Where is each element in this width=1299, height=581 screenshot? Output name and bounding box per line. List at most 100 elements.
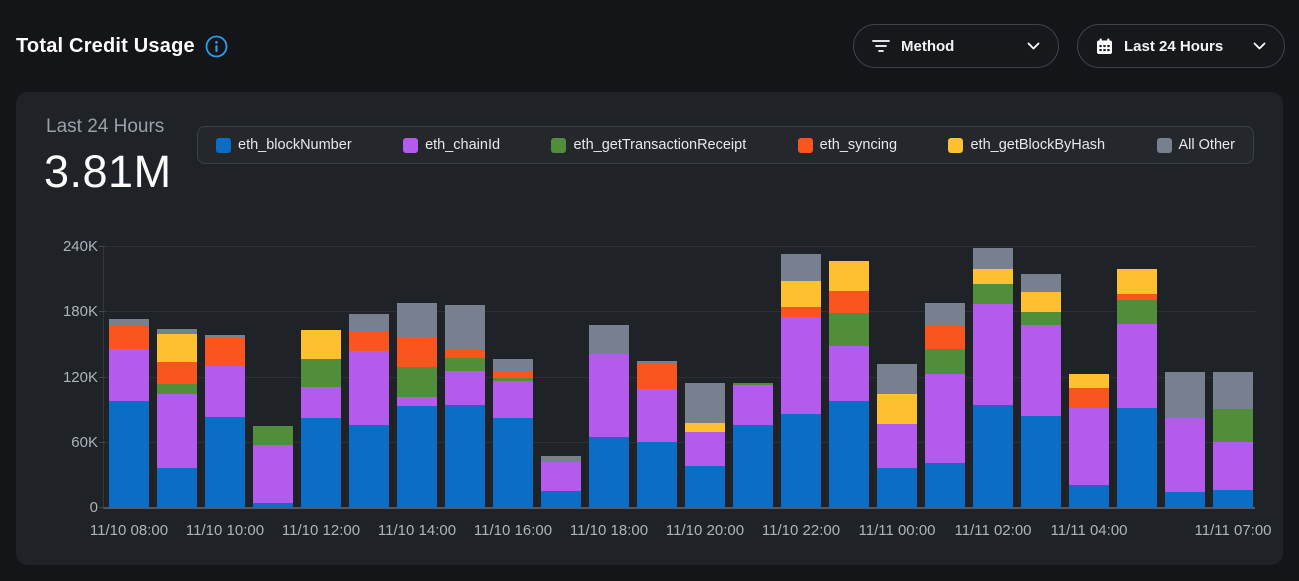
bar-11-10-22-00[interactable] xyxy=(781,253,821,508)
filter-icon xyxy=(872,39,890,53)
bar-segment xyxy=(1117,300,1157,325)
bar-11-10-11-00[interactable] xyxy=(253,426,293,508)
gridline xyxy=(105,441,1255,443)
legend-item[interactable]: eth_blockNumber xyxy=(216,137,352,153)
bar-segment xyxy=(781,414,821,508)
bar-segment xyxy=(157,393,197,468)
y-tick xyxy=(99,246,105,247)
bar-segment xyxy=(157,334,197,363)
bar-segment xyxy=(877,364,917,394)
bar-11-10-12-00[interactable] xyxy=(301,329,341,508)
legend-label: eth_chainId xyxy=(425,137,501,153)
bar-11-10-10-00[interactable] xyxy=(205,335,245,508)
bar-segment xyxy=(973,404,1013,508)
bar-segment xyxy=(1213,441,1253,490)
plot-area: 0 60K 120K 180K 240K 11/10 08:00 11/10 10:00 11… xyxy=(63,238,1272,540)
x-axis-label: 11/10 16:00 xyxy=(473,522,553,539)
method-filter-label: Method xyxy=(901,37,955,55)
bar-segment xyxy=(1117,268,1157,294)
date-range-dropdown[interactable]: Last 24 Hours xyxy=(1077,24,1285,68)
bar-11-10-19-00[interactable] xyxy=(637,361,677,508)
legend-item[interactable]: eth_chainId xyxy=(403,137,500,153)
bar-segment xyxy=(205,335,245,339)
bar-segment xyxy=(301,417,341,508)
bar-11-10-08-00[interactable] xyxy=(109,318,149,508)
bar-11-11-02-00[interactable] xyxy=(973,248,1013,508)
bar-segment xyxy=(397,337,437,367)
bar-segment xyxy=(877,393,917,425)
bar-segment xyxy=(925,374,965,464)
legend-item[interactable]: eth_syncing xyxy=(797,137,898,153)
bar-segment xyxy=(1021,415,1061,508)
bar-segment xyxy=(541,490,581,508)
bar-segment xyxy=(445,357,485,371)
bar-segment xyxy=(925,349,965,375)
bar-segment xyxy=(1021,274,1061,292)
bar-11-11-07-00[interactable] xyxy=(1213,372,1253,508)
bar-segment xyxy=(685,431,725,466)
bar-11-10-13-00[interactable] xyxy=(349,314,389,508)
bar-segment xyxy=(301,359,341,388)
bar-segment xyxy=(781,280,821,307)
bar-segment xyxy=(541,455,581,463)
bar-segment xyxy=(685,382,725,424)
bar-segment xyxy=(1069,374,1109,389)
legend-label: All Other xyxy=(1178,137,1235,153)
legend-swatch xyxy=(551,137,567,153)
bar-segment xyxy=(829,261,869,291)
y-tick xyxy=(99,441,105,443)
bar-11-10-09-00[interactable] xyxy=(157,328,197,508)
bar-segment xyxy=(397,397,437,406)
chevron-down-icon xyxy=(1253,42,1266,50)
y-axis-line xyxy=(103,247,104,508)
bar-segment xyxy=(973,268,1013,284)
bar-segment xyxy=(1213,489,1253,508)
legend-item[interactable]: All Other xyxy=(1156,137,1235,153)
bar-11-10-14-00[interactable] xyxy=(397,302,437,508)
calendar-icon xyxy=(1096,38,1113,55)
bar-11-10-18-00[interactable] xyxy=(589,325,629,508)
page-title: Total Credit Usage xyxy=(16,34,195,57)
method-filter-dropdown[interactable]: Method xyxy=(853,24,1059,68)
bar-segment xyxy=(637,361,677,365)
bar-11-10-16-00[interactable] xyxy=(493,359,533,508)
bar-11-10-21-00[interactable] xyxy=(733,382,773,508)
x-axis-label: 11/10 14:00 xyxy=(377,522,457,539)
bar-segment xyxy=(733,425,773,508)
x-axis-line xyxy=(103,507,1255,509)
chevron-down-icon xyxy=(1027,42,1040,50)
bar-11-10-15-00[interactable] xyxy=(445,304,485,508)
legend-label: eth_syncing xyxy=(819,137,898,153)
bar-11-10-17-00[interactable] xyxy=(541,455,581,508)
y-axis-label: 0 xyxy=(89,499,98,516)
bar-segment xyxy=(397,302,437,338)
bar-segment xyxy=(877,424,917,468)
bar-segment xyxy=(349,425,389,508)
bar-segment xyxy=(1069,388,1109,408)
bar-segment xyxy=(1021,312,1061,326)
chart-legend: eth_blockNumber eth_chainId eth_getTransac… xyxy=(197,126,1254,164)
bar-11-10-20-00[interactable] xyxy=(685,382,725,508)
bar-segment xyxy=(973,248,1013,269)
bar-11-11-06-00[interactable] xyxy=(1165,372,1205,508)
x-axis-label: 11/11 07:00 xyxy=(1194,522,1272,539)
bar-segment xyxy=(493,371,533,378)
info-icon[interactable] xyxy=(205,35,228,58)
bar-11-11-00-00[interactable] xyxy=(877,364,917,508)
y-axis-label: 180K xyxy=(62,303,98,321)
y-tick xyxy=(99,376,105,378)
bar-11-11-04-00[interactable] xyxy=(1069,374,1109,508)
bar-segment xyxy=(829,401,869,508)
bar-11-11-05-00[interactable] xyxy=(1117,268,1157,508)
bar-11-10-23-00[interactable] xyxy=(829,261,869,508)
legend-item[interactable]: eth_getBlockByHash xyxy=(948,137,1105,153)
legend-item[interactable]: eth_getTransactionReceipt xyxy=(551,137,746,153)
bar-segment xyxy=(781,306,821,317)
bar-segment xyxy=(589,353,629,438)
bar-segment xyxy=(877,467,917,508)
bar-segment xyxy=(829,290,869,314)
bar-segment xyxy=(781,316,821,415)
bar-11-11-01-00[interactable] xyxy=(925,302,965,508)
bar-11-11-03-00[interactable] xyxy=(1021,274,1061,508)
bar-segment xyxy=(733,382,773,386)
